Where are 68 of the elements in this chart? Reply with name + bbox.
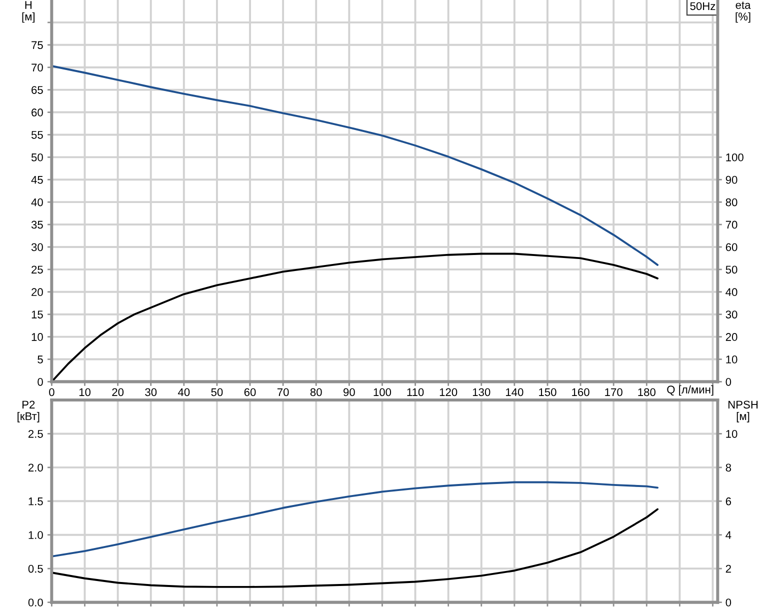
- x-tick-label: 100: [374, 388, 392, 396]
- y-tick-label: 10: [32, 333, 43, 341]
- y2-tick-label: 10: [726, 430, 738, 438]
- y2-axis-title: NPSH [м]: [728, 400, 758, 422]
- x-tick-label: 20: [112, 388, 124, 396]
- x-tick-label: 80: [310, 388, 322, 396]
- x-tick-label: 160: [572, 388, 590, 396]
- y-tick-label: 20: [32, 288, 43, 296]
- x-tick-label: 60: [244, 388, 256, 396]
- y2-tick-label: 80: [726, 198, 738, 206]
- x-tick-label: 70: [277, 388, 289, 396]
- y-tick-label: 65: [32, 86, 43, 94]
- y-tick-label: 2.0: [28, 464, 43, 472]
- y-tick-label: 0: [38, 378, 43, 386]
- y2-tick-label: 4: [726, 531, 732, 539]
- y-tick-label: 0.5: [28, 564, 43, 573]
- x-tick-label: 180: [638, 388, 656, 396]
- y-tick-label: 40: [31, 198, 43, 206]
- x-tick-label: 170: [605, 388, 622, 396]
- y2-tick-label: 6: [726, 497, 732, 506]
- x-axis-title: Q [л/мин]: [667, 385, 714, 396]
- x-tick-label: 120: [440, 388, 458, 396]
- y-tick-label: 70: [32, 64, 43, 72]
- y-tick-label: 25: [32, 266, 43, 274]
- y2-tick-label: 70: [726, 220, 738, 229]
- y-tick-label: 50: [31, 153, 43, 162]
- y2-tick-label: 100: [726, 153, 744, 162]
- y-tick-label: 55: [31, 131, 43, 139]
- y-tick-label: 0.0: [28, 598, 43, 606]
- y2-tick-label: 30: [726, 310, 738, 318]
- y2-tick-label: 10: [726, 356, 738, 364]
- y-tick-label: 45: [31, 176, 43, 184]
- line-series: [52, 252, 659, 382]
- x-tick-label: 40: [178, 388, 190, 396]
- y2-tick-label: 50: [726, 266, 738, 274]
- y-tick-label: 35: [31, 220, 43, 229]
- line-series: [52, 481, 659, 558]
- chart-title: 50Hz: [690, 2, 716, 10]
- y-axis-title: H [м]: [22, 1, 35, 23]
- line-series: [52, 508, 659, 588]
- x-tick-label: 140: [506, 388, 524, 396]
- y-tick-label: 75: [32, 41, 43, 50]
- y-axis-title: P2 [кВт]: [18, 400, 40, 422]
- y-tick-label: 15: [32, 310, 43, 318]
- y-tick-label: 30: [31, 243, 43, 252]
- y2-tick-label: 20: [726, 333, 738, 341]
- y2-tick-label: 0: [726, 598, 732, 606]
- line-series: [52, 65, 659, 266]
- x-tick-label: 10: [79, 388, 90, 396]
- x-tick-label: 0: [49, 388, 54, 396]
- y-tick-label: 60: [32, 108, 43, 116]
- y2-tick-label: 8: [726, 464, 732, 472]
- y-tick-label: 2.5: [28, 430, 43, 438]
- y2-tick-label: 2: [726, 564, 731, 573]
- y2-axis-title: eta [%]: [736, 2, 751, 23]
- y-tick-label: 1.5: [28, 498, 43, 506]
- y2-tick-label: 60: [726, 243, 738, 252]
- x-tick-label: 110: [407, 388, 424, 396]
- y-tick-label: 1.0: [28, 531, 43, 539]
- x-tick-label: 130: [472, 388, 490, 396]
- y-tick-label: 5: [38, 356, 43, 364]
- y2-tick-label: 40: [726, 288, 738, 296]
- x-tick-label: 50: [211, 388, 223, 396]
- y2-tick-label: 0: [726, 378, 732, 386]
- x-tick-label: 150: [539, 388, 556, 396]
- x-tick-label: 30: [145, 388, 157, 396]
- x-tick-label: 90: [344, 388, 355, 396]
- y2-tick-label: 90: [726, 176, 738, 184]
